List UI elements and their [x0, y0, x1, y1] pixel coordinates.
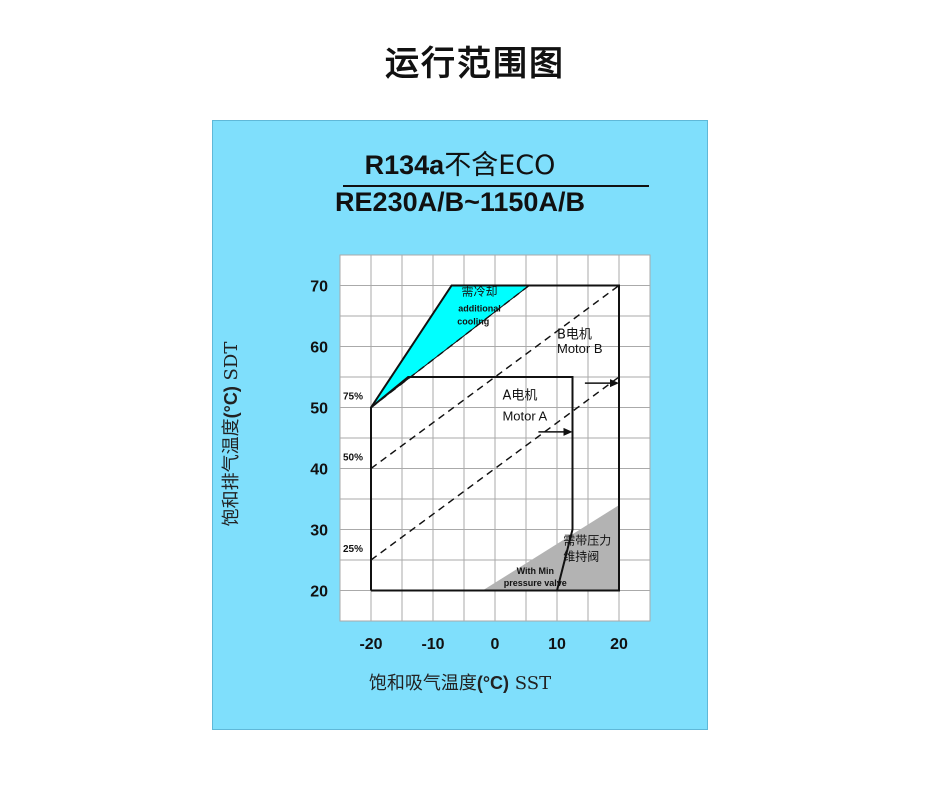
y-axis-label-text: 饱和排气温度 — [221, 418, 242, 527]
x-tick-label: -20 — [359, 636, 382, 653]
load-line-25pct — [370, 376, 620, 561]
cooling-label-cn: 需冷却 — [461, 285, 497, 299]
load-label: 25% — [343, 544, 363, 555]
y-tick-label: 70 — [310, 279, 328, 296]
min-pressure-label-cn-2: 维持阀 — [563, 548, 599, 563]
motor-a-label-en: Motor A — [502, 409, 547, 424]
load-line-50pct — [370, 284, 620, 470]
chart-title-eco-note: 不含ECO — [444, 150, 556, 181]
chart-panel: R134a不含ECO RE230A/B~1150A/B 75% 50% 25% -20… — [212, 120, 708, 730]
x-tick-label: 0 — [491, 636, 500, 653]
x-axis-label-unit: (°C) — [476, 673, 510, 693]
title-divider — [343, 185, 649, 187]
chart-title-refrigerant: R134a — [364, 150, 445, 180]
x-tick-label: 20 — [610, 636, 628, 653]
envelope-motor-a — [370, 376, 574, 592]
y-axis-label-unit: (°C) — [221, 386, 241, 419]
y-axis-label-code: SDT — [221, 341, 242, 381]
min-pressure-label-en-2: pressure valve — [504, 578, 567, 588]
y-tick-label: 60 — [310, 340, 328, 357]
motor-b-label-en: Motor B — [557, 341, 603, 356]
min-pressure-valve-region — [482, 505, 619, 591]
x-tick-label: 10 — [548, 636, 566, 653]
load-label: 75% — [343, 392, 363, 403]
load-line-75pct — [370, 284, 530, 409]
x-tick-label: -10 — [421, 636, 444, 653]
operating-envelope-chart: 75% 50% 25% -20 -10 0 10 20 20 30 40 50 60 70 需冷却 addit… — [310, 254, 651, 653]
cooling-label-en-2: cooling — [457, 316, 489, 326]
chart-title-line2: RE230A/B~1150A/B — [335, 187, 585, 217]
min-pressure-label-cn-1: 需带压力 — [563, 533, 611, 547]
y-tick-label: 50 — [310, 401, 328, 418]
min-pressure-label-en-1: With Min — [517, 566, 554, 576]
x-axis-label-code: SST — [514, 673, 552, 694]
cooling-label-en-1: additional — [458, 303, 501, 313]
y-axis-label: 饱和排气温度(°C) SDT — [217, 274, 243, 594]
motor-a-arrow-head — [563, 427, 573, 436]
y-tick-label: 20 — [310, 584, 328, 601]
chart-title-line1: R134a不含ECO — [213, 143, 707, 182]
y-tick-label: 40 — [310, 462, 328, 479]
x-axis-label-text: 饱和吸气温度 — [368, 673, 477, 694]
load-label: 50% — [343, 453, 363, 464]
motor-b-arrow-head — [610, 379, 619, 388]
motor-a-label-cn: A电机 — [502, 388, 537, 403]
x-axis-label: 饱和吸气温度(°C) SST — [213, 669, 707, 695]
y-tick-label: 30 — [310, 523, 328, 540]
page-title: 运行范围图 — [385, 44, 565, 84]
motor-b-label-cn: B电机 — [557, 327, 592, 342]
